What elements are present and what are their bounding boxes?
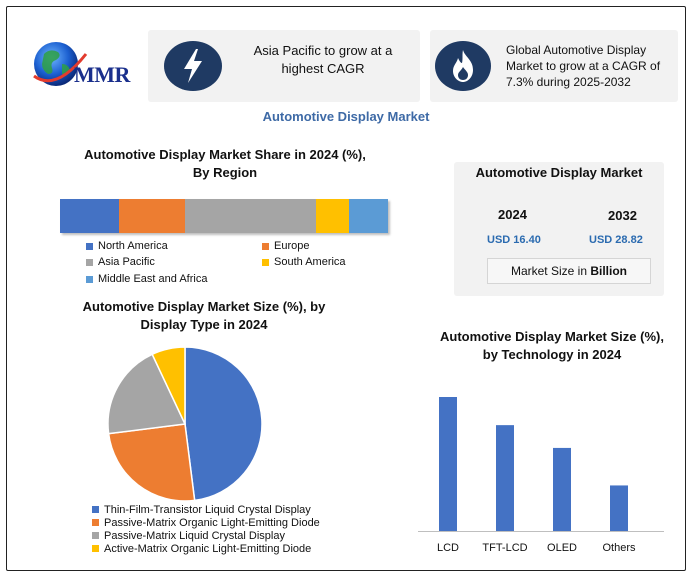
tech-chart-title-line2: by Technology in 2024 [482,347,622,362]
legend-label: Middle East and Africa [98,273,208,285]
legend-label: Active-Matrix Organic Light-Emitting Dio… [104,542,312,555]
pie-slice-passive-matrix-organic-light-emitting-diode [107,423,196,502]
market-size-box: Automotive Display Market 2024 2032 USD … [454,162,664,296]
region-chart-title-line1: Automotive Display Market Share in 2024 … [84,147,366,162]
region-chart-title: Automotive Display Market Share in 2024 … [60,146,390,182]
legend-swatch [92,519,99,526]
pie-chart-title-line2: Display Type in 2024 [140,317,268,332]
value-2024: USD 16.40 [487,234,541,246]
bar-segment-europe [119,199,185,233]
bar-tft-lcd [496,425,514,531]
market-box-title: Automotive Display Market [475,165,643,180]
legend-label: Asia Pacific [98,256,155,268]
bar-segment-middle-east-and-africa [348,199,388,233]
legend-label: North America [98,240,168,252]
info-card-cagr-region: Asia Pacific to grow at a highest CAGR [148,30,420,102]
bar-others [610,485,628,531]
bar-lcd [439,397,457,531]
bar-oled [553,447,571,531]
pie-legend: Thin-Film-Transistor Liquid Crystal Disp… [92,503,320,555]
legend-swatch [92,506,99,513]
tech-chart-title-line1: Automotive Display Market Size (%), [440,329,664,344]
logo-text: MMR [74,62,130,87]
icon-circle [164,41,222,91]
pie-legend-thin-film-transistor-liquid-crystal-display: Thin-Film-Transistor Liquid Crystal Disp… [92,503,320,516]
legend-middle-east-africa: Middle East and Africa [86,273,207,285]
legend-europe: Europe [262,240,309,252]
legend-swatch [262,258,269,266]
pie-legend-active-matrix-organic-light-emitting-diode: Active-Matrix Organic Light-Emitting Dio… [92,542,320,555]
tick-label-lcd: LCD [437,542,459,554]
legend-swatch [92,532,99,539]
legend-asia-pacific: Asia Pacific [86,256,155,268]
legend-swatch [86,242,93,250]
pie-legend-passive-matrix-liquid-crystal-display: Passive-Matrix Liquid Crystal Display [92,529,320,542]
legend-north-america: North America [86,240,168,252]
globe-icon [33,42,88,86]
legend-swatch [86,275,93,283]
pie-slice-active-matrix-organic-light-emitting-diode [151,346,186,425]
legend-swatch [86,258,93,266]
legend-south-america: South America [262,256,346,268]
display-type-pie-chart [107,346,263,502]
pie-chart-title: Automotive Display Market Size (%), by D… [66,298,342,334]
legend-swatch [92,545,99,552]
bar-segment-north-america [60,199,120,233]
info-card-global-cagr: Global Automotive Display Market to grow… [430,30,678,102]
region-stacked-bar [60,199,388,233]
main-title: Automotive Display Market [262,109,430,124]
icon-circle [435,41,491,91]
bar-segment-asia-pacific [184,199,316,233]
card-cagr-region-text: Asia Pacific to grow at a highest CAGR [253,43,393,76]
pie-chart-title-line1: Automotive Display Market Size (%), by [82,299,326,314]
region-chart-title-line2: By Region [192,165,258,180]
value-2032: USD 28.82 [589,234,643,246]
market-size-unit-label: Market Size in Billion [487,258,651,284]
card-global-cagr-text: Global Automotive Display Market to grow… [506,43,661,89]
year-2024-label: 2024 [498,207,527,222]
legend-label: Passive-Matrix Liquid Crystal Display [104,529,285,542]
pie-slice-thin-film-transistor-liquid-crystal-display [184,346,263,502]
year-2032-label: 2032 [608,208,637,223]
legend-label: Thin-Film-Transistor Liquid Crystal Disp… [104,503,311,516]
size-label-prefix: Market Size in [510,264,587,278]
legend-label: South America [274,256,346,268]
legend-swatch [262,242,269,250]
tick-label-oled: OLED [547,542,577,554]
lightning-bolt-icon [184,49,202,83]
mmr-logo: MMR [30,34,140,94]
tick-label-tft-lcd: TFT-LCD [482,542,527,554]
pie-slice-passive-matrix-liquid-crystal-display [107,353,187,435]
tech-chart-title: Automotive Display Market Size (%), by T… [424,328,680,364]
flame-icon [453,50,473,82]
legend-label: Europe [274,240,310,252]
bar-segment-south-america [315,199,349,233]
tick-label-others: Others [602,542,636,554]
technology-bar-chart: LCD TFT-LCD OLED Others [418,397,664,554]
pie-legend-passive-matrix-organic-light-emitting-diode: Passive-Matrix Organic Light-Emitting Di… [92,516,320,529]
size-label-unit: Billion [590,264,628,278]
legend-label: Passive-Matrix Organic Light-Emitting Di… [104,516,320,529]
